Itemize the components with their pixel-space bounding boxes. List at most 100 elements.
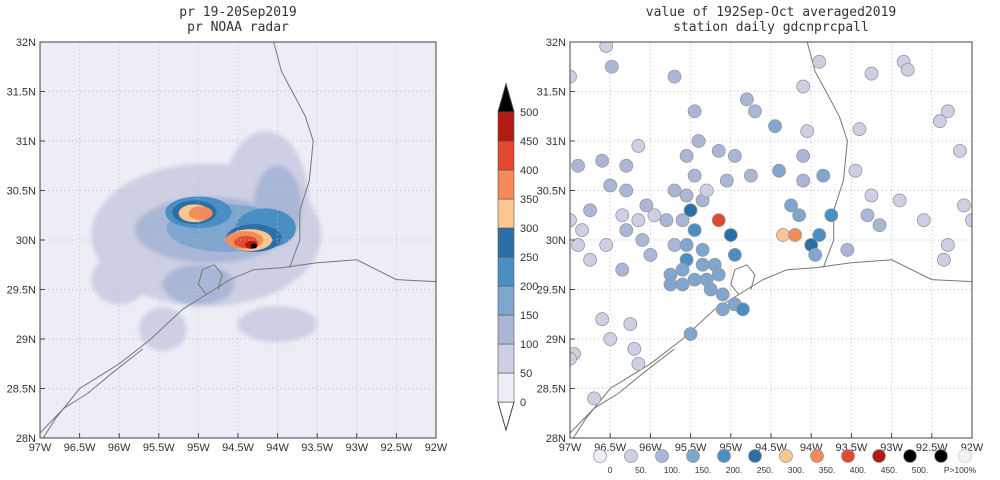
- coastline-path: [730, 264, 756, 295]
- colorbar-segment: [497, 372, 515, 403]
- coastline-path: [197, 264, 223, 295]
- station-marker: [615, 262, 630, 277]
- x-tick-label: 97W: [559, 442, 582, 454]
- station-marker: [631, 139, 646, 153]
- radar-blob: [188, 206, 213, 221]
- radar-blob: [238, 306, 318, 342]
- x-tick-label: 96.5W: [64, 442, 96, 454]
- y-tick-label: 29N: [16, 334, 36, 346]
- station-marker: [864, 66, 879, 81]
- x-tick-label: 96W: [108, 442, 131, 454]
- station-marker: [599, 238, 614, 252]
- station-marker: [683, 327, 698, 341]
- station-marker: [679, 238, 694, 252]
- legend-label: 350.: [819, 465, 836, 475]
- station-marker: [627, 341, 642, 356]
- y-tick-label: 30N: [16, 235, 36, 247]
- station-marker: [916, 213, 931, 228]
- station-marker: [772, 163, 786, 178]
- colorbar-label: 150: [520, 310, 538, 322]
- station-marker: [675, 277, 690, 292]
- station-marker: [695, 242, 710, 257]
- station-marker: [808, 247, 823, 262]
- colorbar-label: 100: [520, 339, 538, 351]
- station-marker: [687, 272, 702, 287]
- radar-axis-ticks: 97W 96.5W 96W 95.5W 95W 94.5W 94W 93.5W 93W 92.5W…: [7, 37, 448, 454]
- station-marker: [703, 282, 718, 297]
- legend-label: 250.: [757, 465, 774, 475]
- station-marker: [852, 122, 867, 137]
- station-marker: [864, 188, 879, 203]
- legend-marker: [841, 449, 855, 463]
- station-marker: [860, 208, 875, 223]
- legend-marker: [686, 449, 700, 463]
- legend-label: 500.: [912, 465, 929, 475]
- legend-label: 400.: [850, 465, 867, 475]
- station-marker: [615, 208, 630, 223]
- x-tick-label: 92.5W: [381, 442, 413, 454]
- legend-marker-pct: [958, 449, 972, 463]
- legend-pct-label: P>100%: [944, 465, 977, 475]
- radar-coastline: [40, 42, 436, 438]
- station-marker: [695, 257, 710, 272]
- colorbar-segment: [497, 256, 515, 287]
- station-marker: [768, 119, 782, 134]
- station-marker: [715, 287, 730, 302]
- y-tick-label: 28N: [546, 433, 566, 445]
- station-marker: [776, 228, 790, 242]
- radar-blob: [250, 243, 258, 249]
- station-marker: [631, 213, 646, 228]
- legend-marker: [717, 449, 731, 463]
- legend-marker: [872, 449, 886, 463]
- legend-marker: [593, 449, 607, 463]
- station-marker: [719, 173, 734, 188]
- station-marker: [623, 317, 638, 332]
- station-marker: [604, 59, 619, 74]
- colorbar-lower-arrow: [497, 401, 515, 432]
- x-tick-label: 97W: [29, 442, 52, 454]
- legend-label: 200.: [726, 465, 743, 475]
- station-marker: [599, 42, 614, 53]
- station-marker: [587, 391, 602, 406]
- station-marker: [663, 277, 678, 292]
- station-marker: [675, 262, 690, 277]
- station-marker: [619, 183, 634, 198]
- station-marker: [583, 203, 597, 218]
- legend-label: 300.: [788, 465, 805, 475]
- station-marker: [872, 218, 887, 233]
- station-marker: [824, 208, 839, 223]
- x-tick-label: 96W: [639, 442, 662, 454]
- station-marker: [744, 168, 758, 183]
- station-marker: [796, 148, 811, 163]
- x-tick-label: 92W: [425, 442, 448, 454]
- colorbar-upper-arrow: [497, 82, 515, 113]
- radar-blob: [139, 307, 187, 351]
- station-marker: [940, 104, 955, 119]
- station-subtitle: station daily gdcnprcpall: [673, 20, 869, 35]
- colorbar: 0 50 100 150 200 250 300 350 400 450 500: [497, 82, 538, 432]
- x-tick-label: 93.5W: [301, 442, 333, 454]
- radar-blob: [91, 254, 147, 305]
- colorbar-label: 200: [520, 281, 538, 293]
- station-legend: 0 50. 100. 150. 200. 250. 300. 350. 400. 450. 500.…: [593, 449, 977, 475]
- station-marker: [603, 178, 618, 193]
- x-tick-label: 94W: [266, 442, 289, 454]
- station-marker: [683, 203, 698, 218]
- y-tick-label: 31N: [16, 136, 36, 148]
- y-tick-label: 32N: [546, 37, 566, 49]
- legend-marker: [748, 449, 762, 463]
- colorbar-segment: [497, 343, 515, 374]
- station-marker: [667, 183, 682, 198]
- station-marker: [595, 153, 610, 168]
- coastline-path: [806, 42, 848, 268]
- station-marker: [715, 302, 730, 317]
- legend-marker: [903, 449, 917, 463]
- colorbar-segment: [497, 111, 515, 142]
- station-marker: [635, 233, 650, 247]
- station-marker: [675, 213, 690, 228]
- y-tick-label: 31.5N: [537, 87, 566, 99]
- x-tick-label: 94.5W: [222, 442, 254, 454]
- y-tick-label: 29.5N: [537, 285, 566, 297]
- station-marker: [571, 238, 585, 252]
